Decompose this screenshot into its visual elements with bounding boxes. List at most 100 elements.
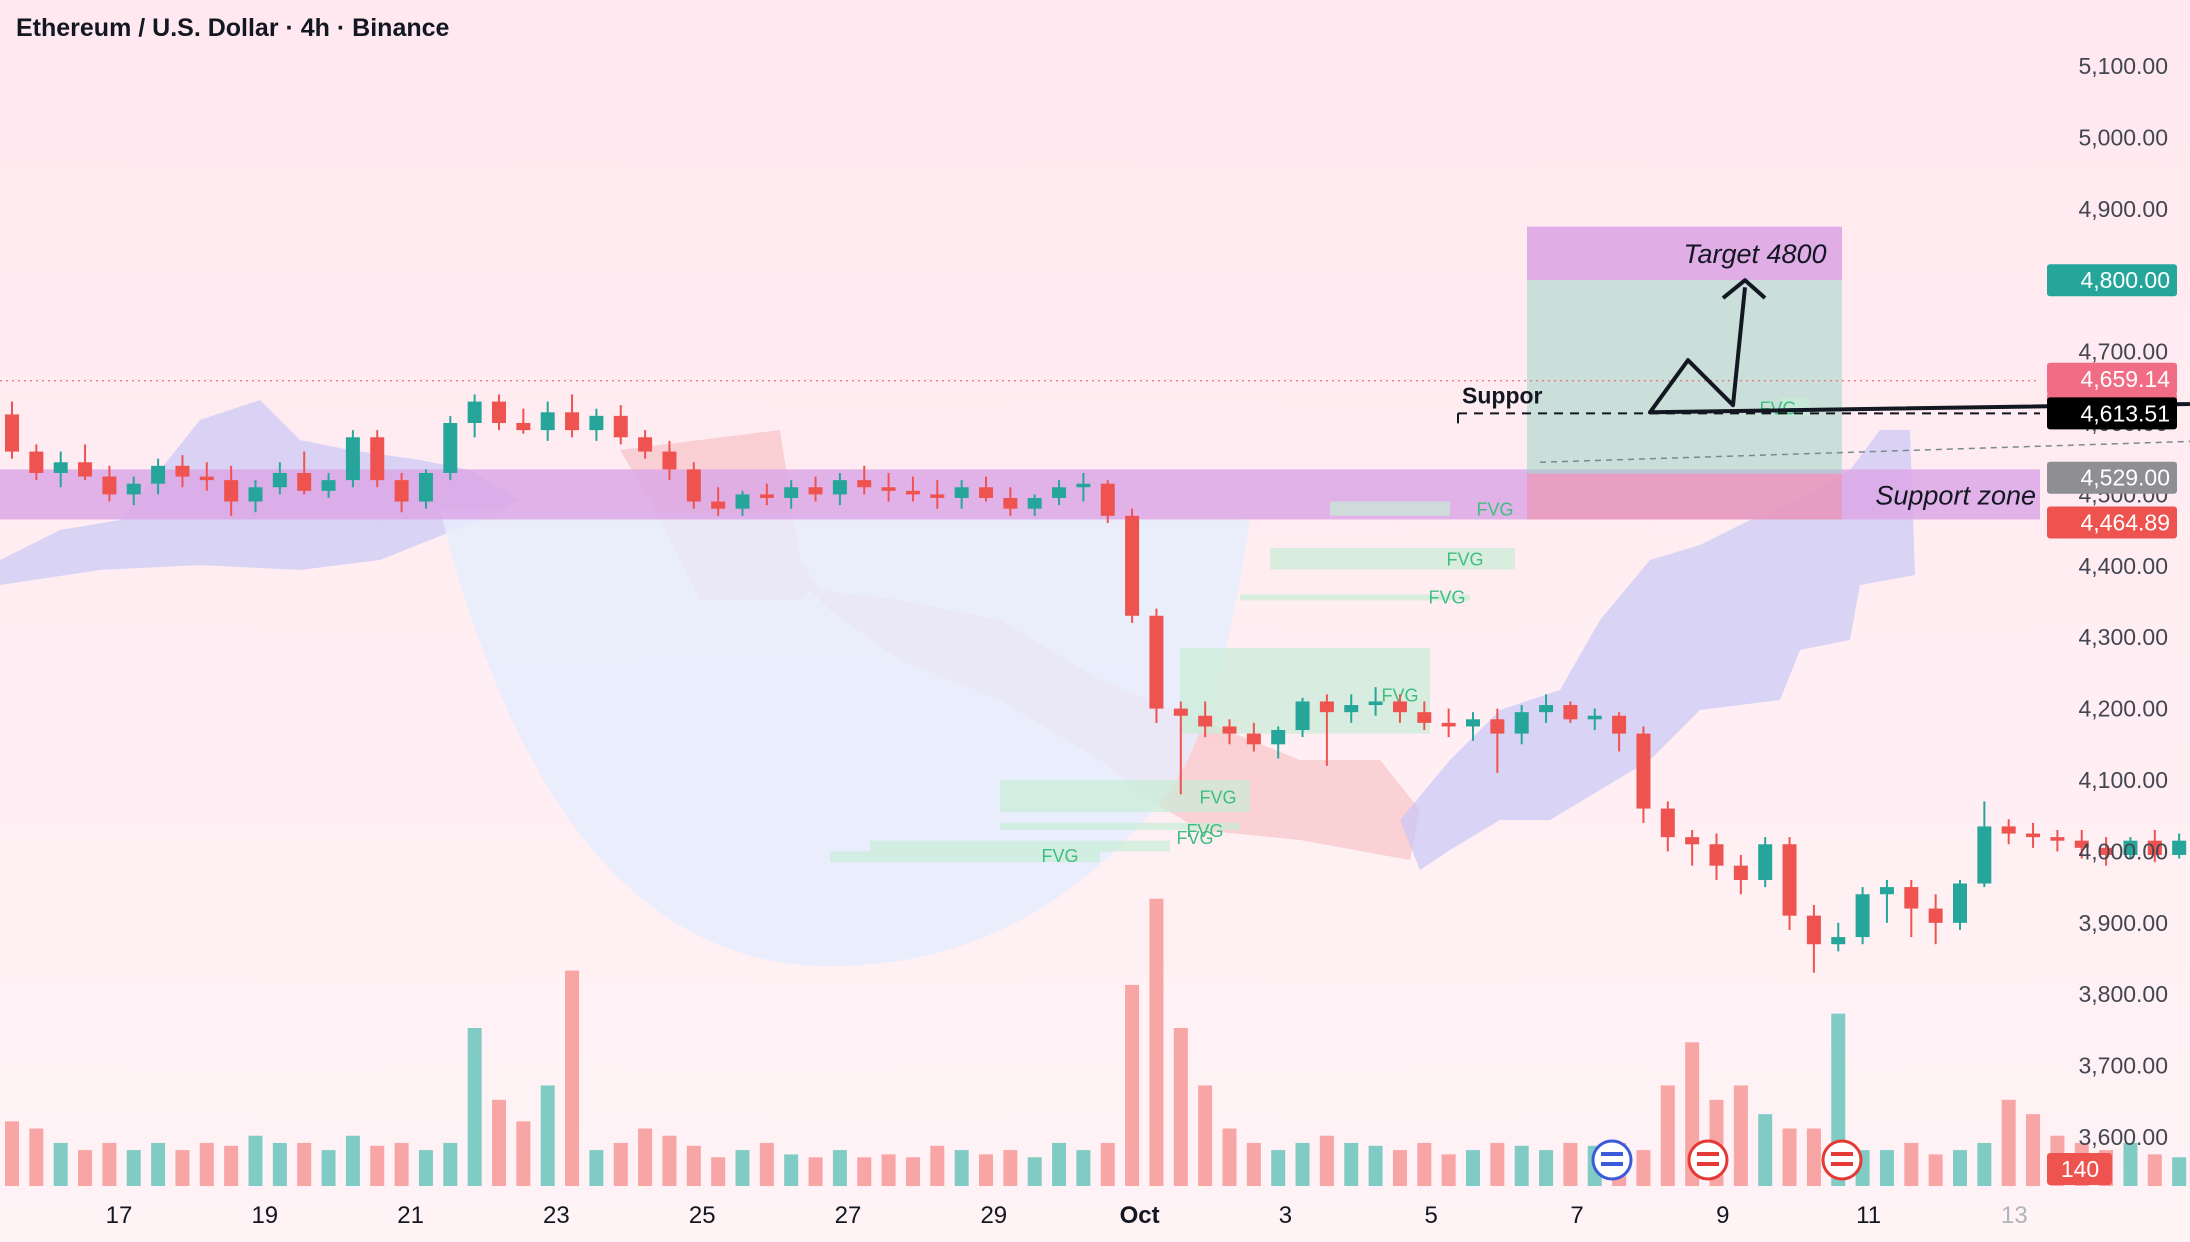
candle[interactable] [1831, 922, 1846, 952]
candle[interactable] [686, 462, 701, 509]
candle[interactable] [175, 455, 190, 488]
candle[interactable] [1003, 487, 1018, 516]
candle[interactable] [126, 476, 141, 506]
candle[interactable] [1709, 833, 1724, 880]
candle[interactable] [565, 394, 580, 438]
lightning-event-icon[interactable] [1591, 1139, 1633, 1181]
candle[interactable] [2172, 833, 2187, 859]
candle[interactable] [2099, 837, 2114, 866]
candle[interactable] [613, 405, 628, 445]
candle[interactable] [1392, 694, 1407, 723]
candle[interactable] [1636, 726, 1651, 823]
candle[interactable] [102, 465, 117, 502]
candle[interactable] [78, 444, 93, 481]
candle[interactable] [53, 451, 68, 488]
candle[interactable] [1587, 708, 1602, 731]
candle[interactable] [1904, 879, 1919, 938]
candle-body [613, 415, 628, 438]
candle[interactable] [370, 430, 385, 488]
candle[interactable] [418, 469, 433, 509]
candle[interactable] [711, 487, 726, 516]
candle[interactable] [2074, 829, 2089, 859]
candle[interactable] [199, 462, 214, 491]
candle[interactable] [492, 394, 506, 431]
candle[interactable] [589, 408, 604, 441]
candle[interactable] [467, 394, 482, 438]
candle-body [1076, 483, 1091, 488]
candle[interactable] [1806, 904, 1821, 973]
candle[interactable] [1928, 894, 1943, 945]
candle[interactable] [1539, 694, 1554, 723]
volume-bar [1563, 1142, 1578, 1186]
candle[interactable] [2026, 822, 2041, 848]
candle[interactable] [516, 408, 531, 434]
candle[interactable] [1246, 722, 1261, 752]
candle[interactable] [1953, 879, 1967, 930]
candle[interactable] [930, 480, 945, 509]
candle[interactable] [1052, 480, 1067, 506]
candle[interactable] [1198, 701, 1213, 738]
candle[interactable] [1100, 480, 1115, 523]
candle[interactable] [29, 444, 44, 481]
candle[interactable] [1027, 494, 1042, 516]
volume-bar [29, 1128, 44, 1186]
candle[interactable] [1782, 837, 1797, 930]
candle[interactable] [638, 430, 653, 459]
candle[interactable] [979, 476, 993, 502]
candle[interactable] [1417, 701, 1432, 731]
candle[interactable] [2050, 829, 2065, 852]
candle[interactable] [1685, 829, 1700, 866]
candle[interactable] [1149, 608, 1164, 723]
candle[interactable] [248, 480, 263, 513]
candle[interactable] [784, 480, 799, 509]
candle[interactable] [881, 472, 896, 502]
candle[interactable] [1344, 694, 1359, 723]
candle[interactable] [1076, 472, 1091, 502]
candle[interactable] [394, 472, 409, 513]
candle[interactable] [272, 462, 287, 495]
candle[interactable] [808, 476, 823, 502]
candle[interactable] [321, 472, 336, 498]
candle[interactable] [1563, 701, 1578, 723]
us-flag-event-icon[interactable] [1687, 1139, 1729, 1181]
candle[interactable] [1660, 801, 1675, 852]
candle[interactable] [857, 465, 872, 495]
candle[interactable] [1368, 687, 1383, 716]
candle[interactable] [1758, 837, 1773, 888]
candle[interactable] [735, 490, 750, 516]
candle[interactable] [1319, 694, 1334, 766]
candle[interactable] [151, 458, 166, 495]
candle[interactable] [1295, 697, 1310, 738]
candle[interactable] [1173, 701, 1188, 795]
candle[interactable] [224, 465, 239, 516]
candle[interactable] [540, 401, 555, 441]
candle[interactable] [345, 430, 360, 488]
candle[interactable] [1855, 887, 1870, 945]
candle[interactable] [954, 480, 969, 509]
candle[interactable] [1222, 719, 1237, 745]
candle[interactable] [832, 472, 847, 506]
volume-bar [613, 1142, 628, 1186]
candle[interactable] [1441, 708, 1456, 738]
candle[interactable] [905, 476, 920, 502]
candle[interactable] [2147, 829, 2162, 863]
candle[interactable] [759, 483, 774, 506]
candle[interactable] [662, 440, 677, 481]
candle[interactable] [5, 401, 19, 459]
candle[interactable] [1514, 705, 1529, 745]
candle[interactable] [1612, 712, 1627, 752]
candle[interactable] [2123, 837, 2138, 859]
candle[interactable] [2001, 819, 2016, 845]
candle[interactable] [297, 451, 312, 495]
candle[interactable] [1271, 726, 1286, 759]
candle[interactable] [443, 415, 458, 481]
us-flag-event-icon[interactable] [1821, 1139, 1863, 1181]
candle[interactable] [1733, 854, 1748, 895]
candle[interactable] [1977, 801, 1992, 888]
candle[interactable] [1125, 508, 1140, 623]
candle[interactable] [1490, 708, 1505, 773]
candle[interactable] [1466, 712, 1480, 741]
candle[interactable] [1879, 879, 1894, 923]
